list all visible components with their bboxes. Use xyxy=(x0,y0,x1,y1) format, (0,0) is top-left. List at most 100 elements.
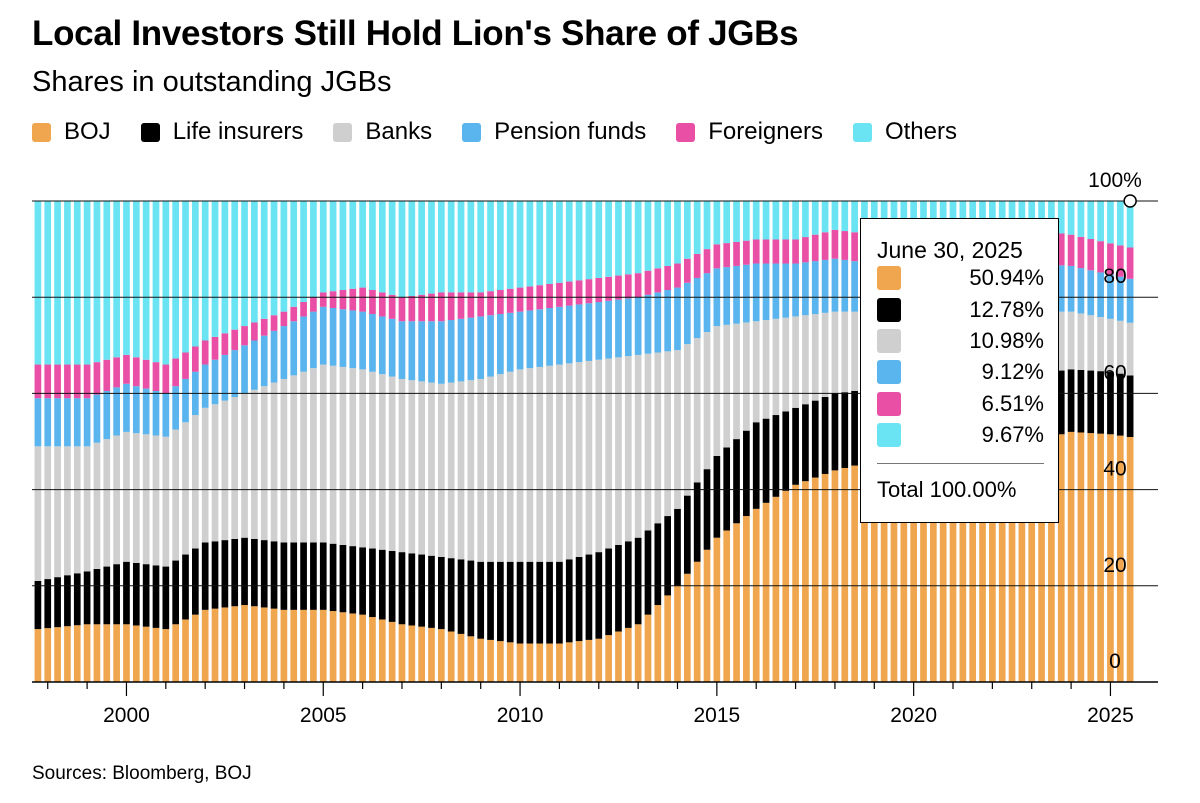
bar-segment-foreigners[interactable] xyxy=(1087,239,1095,271)
bar-segment-foreigners[interactable] xyxy=(93,362,101,395)
bar-segment-pension-funds[interactable] xyxy=(339,309,347,367)
bar-segment-pension-funds[interactable] xyxy=(437,321,445,384)
bar-segment-boj[interactable] xyxy=(270,608,278,682)
bar-segment-banks[interactable] xyxy=(782,317,790,412)
bar-segment-life-insurers[interactable] xyxy=(182,554,189,620)
bar-segment-life-insurers[interactable] xyxy=(605,548,612,636)
bar-segment-banks[interactable] xyxy=(605,358,612,549)
bar-segment-banks[interactable] xyxy=(378,374,386,550)
bar-segment-life-insurers[interactable] xyxy=(93,568,101,625)
bar-segment-foreigners[interactable] xyxy=(821,232,829,260)
bar-segment-foreigners[interactable] xyxy=(477,292,485,317)
bar-segment-life-insurers[interactable] xyxy=(162,566,170,630)
bar-segment-others[interactable] xyxy=(437,201,445,293)
bar-stack[interactable] xyxy=(329,201,337,682)
bar-segment-others[interactable] xyxy=(260,201,268,319)
bar-segment-others[interactable] xyxy=(93,201,101,363)
bar-stack[interactable] xyxy=(457,201,465,682)
bar-segment-boj[interactable] xyxy=(428,627,435,682)
bar-segment-boj[interactable] xyxy=(83,624,91,682)
bar-segment-life-insurers[interactable] xyxy=(329,543,337,612)
bar-segment-foreigners[interactable] xyxy=(506,288,514,313)
bar-segment-life-insurers[interactable] xyxy=(802,404,809,482)
bar-segment-foreigners[interactable] xyxy=(546,283,553,309)
bar-segment-life-insurers[interactable] xyxy=(723,447,731,531)
bar-segment-life-insurers[interactable] xyxy=(152,565,160,628)
bar-stack[interactable] xyxy=(811,201,819,682)
bar-segment-boj[interactable] xyxy=(251,606,258,682)
bar-segment-foreigners[interactable] xyxy=(123,354,130,384)
bar-segment-banks[interactable] xyxy=(408,380,416,554)
bar-segment-boj[interactable] xyxy=(73,625,81,682)
bar-segment-banks[interactable] xyxy=(1087,315,1095,371)
legend-item-banks[interactable]: Banks xyxy=(333,118,432,146)
bar-segment-foreigners[interactable] xyxy=(634,273,642,298)
bar-segment-boj[interactable] xyxy=(989,451,996,682)
bar-segment-boj[interactable] xyxy=(1038,439,1045,682)
bar-segment-pension-funds[interactable] xyxy=(654,292,662,353)
bar-segment-banks[interactable] xyxy=(723,324,731,448)
bar-segment-banks[interactable] xyxy=(64,446,71,576)
bar-segment-pension-funds[interactable] xyxy=(211,359,219,405)
bar-segment-life-insurers[interactable] xyxy=(585,554,593,640)
bar-segment-pension-funds[interactable] xyxy=(644,294,652,354)
bar-segment-pension-funds[interactable] xyxy=(162,393,170,437)
bar-segment-banks[interactable] xyxy=(792,316,799,408)
bar-segment-others[interactable] xyxy=(457,201,465,293)
bar-segment-banks[interactable] xyxy=(447,382,455,559)
bar-segment-boj[interactable] xyxy=(664,595,671,682)
bar-segment-others[interactable] xyxy=(1048,201,1055,233)
bar-segment-banks[interactable] xyxy=(683,344,691,496)
bar-segment-banks[interactable] xyxy=(211,404,219,542)
bar-segment-life-insurers[interactable] xyxy=(713,455,721,538)
bar-segment-others[interactable] xyxy=(418,201,425,295)
bar-segment-life-insurers[interactable] xyxy=(1126,375,1134,437)
bar-segment-life-insurers[interactable] xyxy=(428,555,435,628)
bar-segment-life-insurers[interactable] xyxy=(54,577,61,628)
bar-segment-foreigners[interactable] xyxy=(752,239,760,264)
bar-segment-foreigners[interactable] xyxy=(792,239,799,264)
bar-segment-life-insurers[interactable] xyxy=(743,430,750,517)
bar-segment-life-insurers[interactable] xyxy=(664,516,671,596)
bar-segment-boj[interactable] xyxy=(457,633,465,682)
bar-segment-foreigners[interactable] xyxy=(664,265,671,290)
bar-segment-life-insurers[interactable] xyxy=(674,508,681,586)
bar-segment-life-insurers[interactable] xyxy=(231,538,239,607)
bar-segment-life-insurers[interactable] xyxy=(772,415,780,497)
bar-segment-life-insurers[interactable] xyxy=(290,542,298,610)
bar-segment-pension-funds[interactable] xyxy=(369,314,376,372)
bar-segment-others[interactable] xyxy=(792,201,799,240)
bar-segment-banks[interactable] xyxy=(329,365,337,544)
bar-segment-others[interactable] xyxy=(359,201,366,288)
bar-segment-life-insurers[interactable] xyxy=(132,562,140,626)
bar-segment-pension-funds[interactable] xyxy=(575,304,583,363)
bar-segment-boj[interactable] xyxy=(939,461,947,682)
bar-segment-pension-funds[interactable] xyxy=(329,308,337,366)
bar-segment-pension-funds[interactable] xyxy=(457,318,465,382)
bar-segment-life-insurers[interactable] xyxy=(1107,371,1114,435)
bar-segment-others[interactable] xyxy=(251,201,258,323)
bar-segment-banks[interactable] xyxy=(595,359,603,553)
bar-stack[interactable] xyxy=(280,201,288,682)
bar-segment-pension-funds[interactable] xyxy=(260,335,268,387)
bar-stack[interactable] xyxy=(103,201,111,682)
bar-segment-foreigners[interactable] xyxy=(674,263,681,288)
bar-segment-boj[interactable] xyxy=(398,624,406,682)
bar-segment-others[interactable] xyxy=(142,201,150,360)
bar-segment-foreigners[interactable] xyxy=(231,329,239,351)
bar-segment-boj[interactable] xyxy=(870,460,878,682)
bar-segment-life-insurers[interactable] xyxy=(752,422,760,509)
bar-segment-boj[interactable] xyxy=(467,636,475,682)
bar-segment-life-insurers[interactable] xyxy=(1067,369,1075,432)
bar-segment-others[interactable] xyxy=(664,201,671,266)
bar-segment-pension-funds[interactable] xyxy=(536,309,544,367)
bar-segment-foreigners[interactable] xyxy=(132,357,140,387)
bar-segment-boj[interactable] xyxy=(595,638,603,682)
bar-segment-banks[interactable] xyxy=(369,371,376,549)
bar-segment-banks[interactable] xyxy=(349,368,357,547)
bar-segment-boj[interactable] xyxy=(201,609,209,682)
bar-segment-boj[interactable] xyxy=(211,608,219,682)
bar-segment-banks[interactable] xyxy=(418,381,425,555)
bar-segment-life-insurers[interactable] xyxy=(831,393,839,471)
bar-stack[interactable] xyxy=(349,201,357,682)
